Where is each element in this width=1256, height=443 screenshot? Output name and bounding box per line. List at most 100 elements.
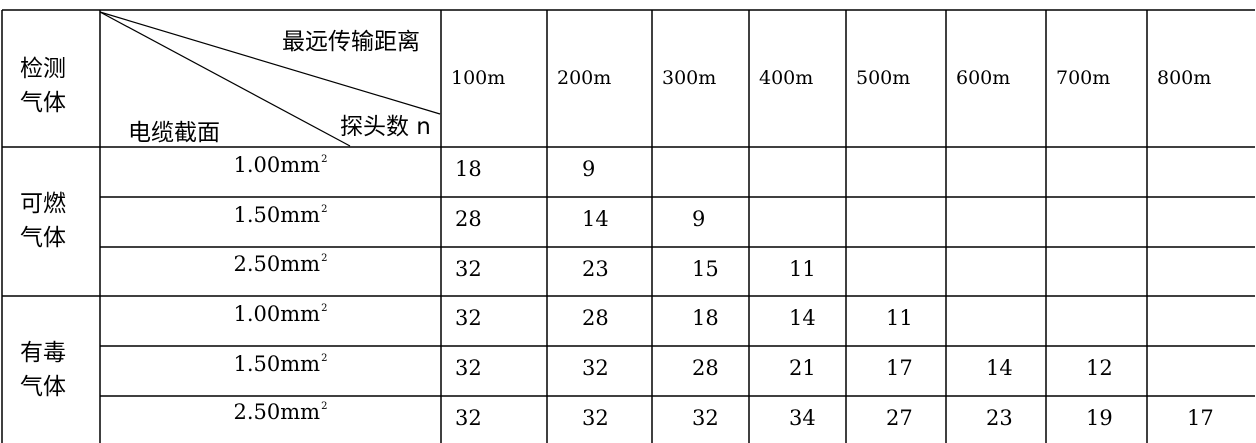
probe-count-value: 12 (1086, 356, 1113, 380)
cable-section-value: 1.50mm2 (234, 353, 328, 375)
header-distance-300m: 300m (662, 10, 749, 147)
header-distance-label: 600m (956, 67, 1011, 89)
header-detect-gas: 检测气体 (20, 52, 72, 142)
header-distance-label: 700m (1056, 67, 1111, 89)
header-cable-section-label: 电缆截面 (128, 119, 220, 146)
probe-count-cell: 11 (846, 296, 946, 346)
probe-count-cell: 32 (441, 247, 547, 296)
probe-count-cell: 28 (441, 197, 547, 247)
probe-count-value: 23 (986, 406, 1013, 430)
probe-count-cell: 14 (749, 296, 846, 346)
cable-section-superscript: 2 (321, 253, 328, 264)
cable-section-text: 1.00mm (233, 152, 321, 177)
probe-count-value: 34 (789, 406, 816, 430)
probe-count-cell: 32 (441, 396, 547, 443)
header-distance-label: 500m (856, 67, 911, 89)
probe-count-value: 14 (789, 306, 816, 330)
cable-section-value: 1.50mm2 (233, 202, 328, 227)
probe-count-cell: 28 (547, 296, 652, 346)
probe-count-value: 32 (692, 406, 719, 430)
cable-section-superscript: 2 (321, 401, 328, 412)
probe-count-cell (946, 197, 1046, 247)
header-distance-label: 800m (1157, 67, 1212, 89)
probe-count-cell: 27 (846, 396, 946, 443)
probe-count-cell: 23 (547, 247, 652, 296)
probe-count-cell (946, 147, 1046, 197)
cable-section-superscript: 2 (321, 302, 328, 314)
probe-count-cell: 32 (652, 396, 749, 443)
header-probe-count-label: 探头数 n (340, 113, 431, 140)
probe-count-value: 9 (692, 207, 706, 231)
probe-count-cell (652, 147, 749, 197)
header-probe-count: 探头数 n (340, 110, 450, 144)
probe-count-value: 32 (455, 306, 482, 330)
probe-count-value: 32 (455, 406, 482, 430)
cable-section-superscript: 2 (321, 203, 328, 215)
cable-section-text: 1.00mm (233, 301, 321, 326)
cable-section-cell: 1.00mm2 (100, 147, 441, 197)
header-distance-800m: 800m (1157, 10, 1255, 147)
probe-count-cell: 23 (946, 396, 1046, 443)
header-max-distance: 最远传输距离 (282, 24, 442, 60)
probe-count-value: 23 (582, 257, 609, 281)
probe-count-cell (1147, 247, 1255, 296)
probe-count-value: 19 (1086, 406, 1113, 430)
probe-count-cell (1046, 147, 1147, 197)
cable-section-text: 2.50mm (233, 400, 321, 424)
header-distance-500m: 500m (856, 10, 946, 147)
cable-section-cell: 1.50mm2 (100, 197, 441, 247)
probe-count-cell: 34 (749, 396, 846, 443)
probe-count-cell: 15 (652, 247, 749, 296)
cable-section-cell: 1.00mm2 (100, 296, 441, 346)
probe-count-cell (1147, 197, 1255, 247)
probe-count-value: 18 (692, 306, 719, 330)
probe-count-cell (1147, 346, 1255, 396)
gas-group-name: 可燃气体 (20, 191, 66, 251)
probe-count-value: 21 (789, 356, 816, 380)
cable-section-text: 1.50mm (233, 202, 321, 227)
probe-count-cell: 28 (652, 346, 749, 396)
probe-count-value: 32 (455, 356, 482, 380)
probe-count-cell (1147, 296, 1255, 346)
cable-section-cell: 1.50mm2 (100, 346, 441, 396)
probe-count-cell (1046, 296, 1147, 346)
probe-count-cell: 18 (441, 147, 547, 197)
probe-count-cell (749, 147, 846, 197)
cable-section-cell: 2.50mm2 (100, 396, 441, 443)
probe-count-value: 9 (582, 157, 596, 181)
probe-count-cell: 9 (652, 197, 749, 247)
diagonal-line-upper (99, 11, 441, 115)
probe-count-value: 32 (582, 406, 609, 430)
probe-count-value: 28 (455, 207, 482, 231)
diagonal-line-lower (99, 11, 351, 147)
probe-count-cell: 32 (547, 346, 652, 396)
probe-count-cell (846, 197, 946, 247)
probe-count-cell: 32 (547, 396, 652, 443)
probe-count-cell (846, 147, 946, 197)
probe-count-cell (1046, 197, 1147, 247)
probe-count-value: 32 (582, 356, 609, 380)
probe-count-cell (749, 197, 846, 247)
probe-count-value: 28 (692, 356, 719, 380)
probe-count-cell (846, 247, 946, 296)
probe-count-cell: 21 (749, 346, 846, 396)
probe-count-cell (946, 247, 1046, 296)
gas-group-label: 可燃气体 (20, 187, 72, 296)
header-distance-700m: 700m (1056, 10, 1147, 147)
probe-count-value: 14 (582, 207, 609, 231)
probe-count-cell: 19 (1046, 396, 1147, 443)
cable-section-superscript: 2 (321, 153, 328, 165)
gas-group-label: 有毒气体 (20, 336, 72, 443)
cable-section-value: 1.00mm2 (233, 152, 328, 177)
probe-count-value: 17 (886, 356, 913, 380)
header-distance-400m: 400m (759, 10, 846, 147)
probe-count-value: 15 (692, 257, 719, 281)
gas-group-name: 有毒气体 (20, 340, 66, 400)
probe-count-cell (1046, 247, 1147, 296)
cable-section-value: 2.50mm2 (234, 402, 328, 423)
probe-count-cell: 18 (652, 296, 749, 346)
probe-count-value: 17 (1187, 406, 1214, 430)
header-distance-label: 100m (451, 67, 506, 89)
cable-section-cell: 2.50mm2 (100, 247, 441, 296)
